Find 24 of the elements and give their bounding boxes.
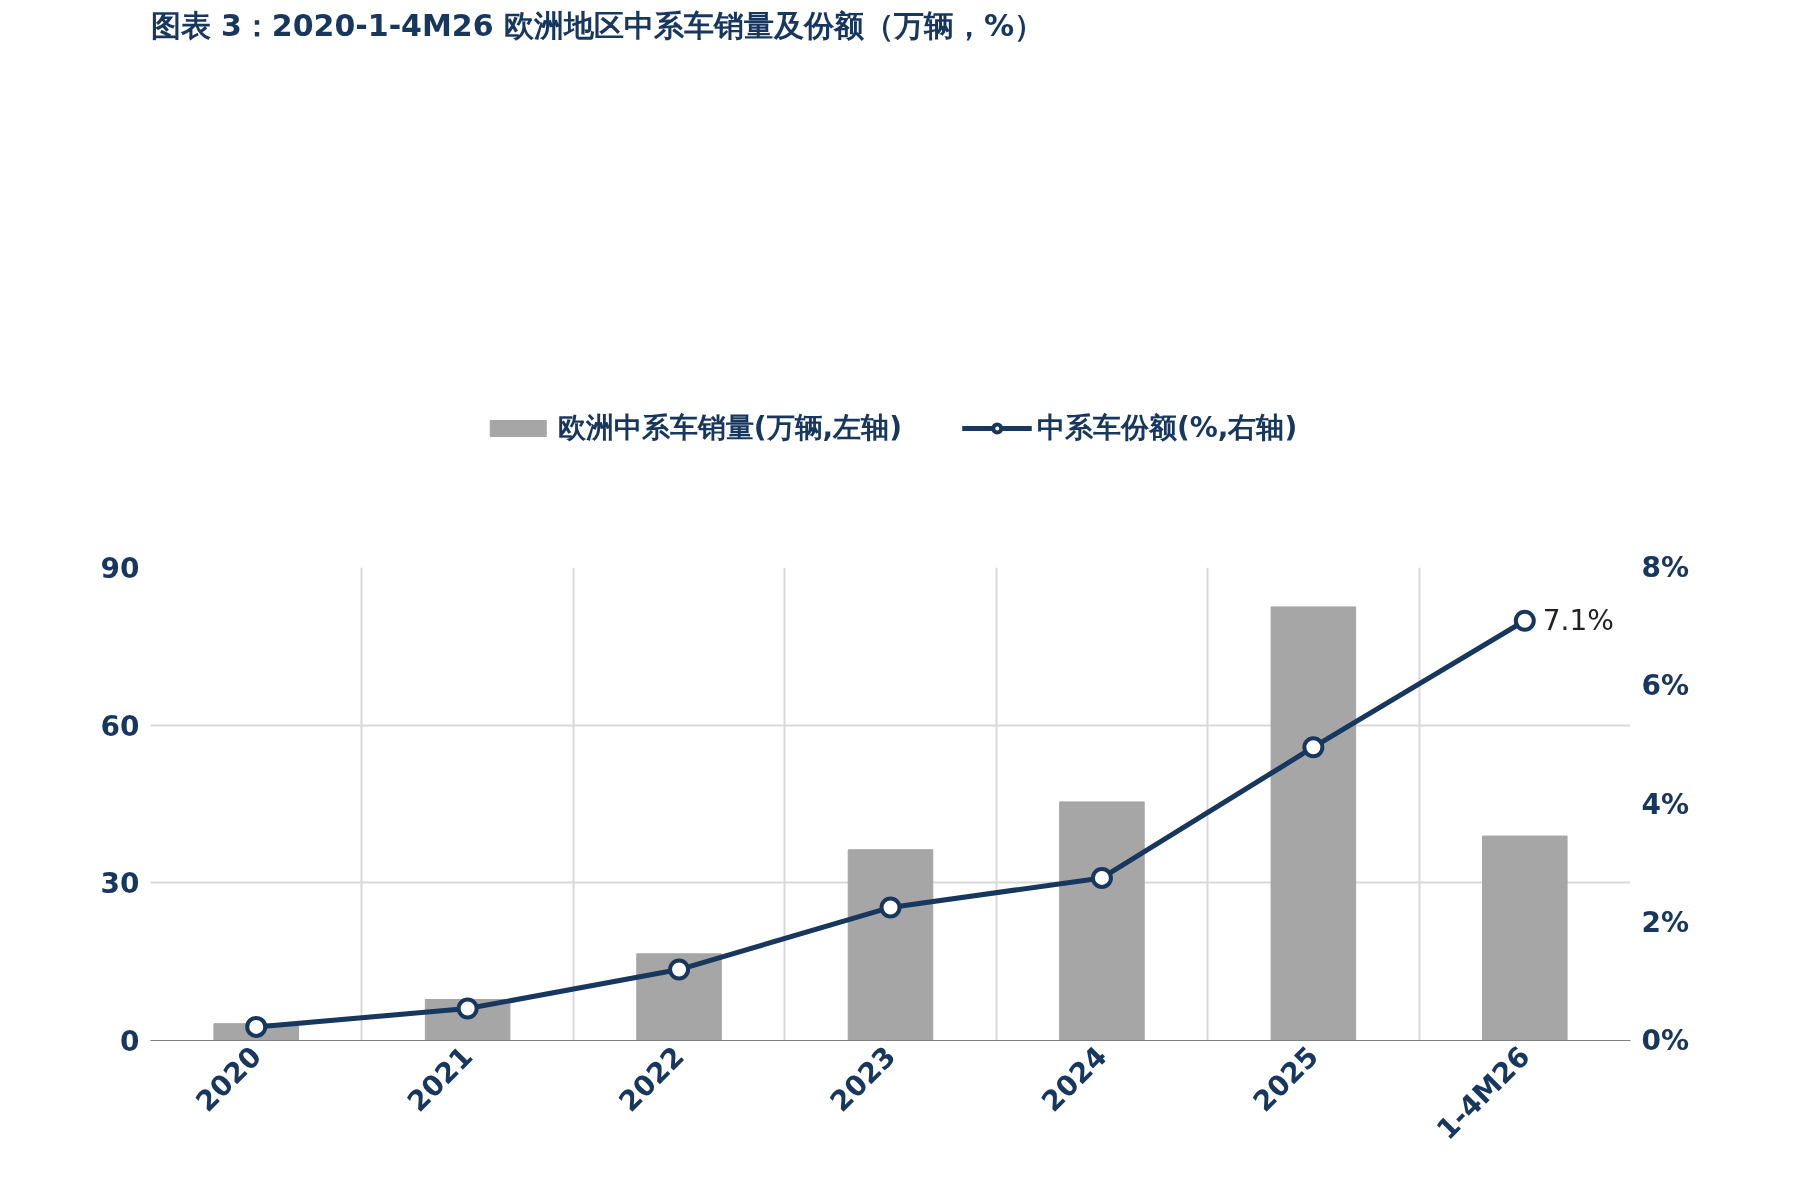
- bar: [636, 953, 722, 1041]
- legend-label: 欧洲中系车销量(万辆,左轴): [557, 409, 902, 446]
- y2-tick-label: 4%: [1641, 787, 1690, 821]
- bar: [1270, 606, 1357, 1041]
- y-tick-label: 30: [100, 867, 140, 901]
- y-tick-label: 60: [100, 709, 140, 743]
- y-tick-label: 90: [100, 552, 140, 585]
- y2-tick-label: 2%: [1641, 905, 1690, 939]
- point: [668, 958, 691, 981]
- legend-label: 中系车份额(%,右轴): [1036, 409, 1298, 446]
- y2-tick-label: 6%: [1641, 669, 1690, 703]
- y2-tick-label: 8%: [1641, 551, 1690, 584]
- point: [1513, 609, 1536, 632]
- point: [1302, 736, 1325, 759]
- point: [245, 1015, 268, 1038]
- chart-title: 图表 3：2020-1-4M26 欧洲地区中系车销量及份额（万辆，%）: [150, 7, 1045, 43]
- y-tick-label: 0: [120, 1025, 140, 1058]
- data-label: 7.1%: [1542, 604, 1614, 638]
- y2-tick-label: 0%: [1641, 1024, 1690, 1057]
- bar: [847, 849, 934, 1041]
- bar: [1059, 801, 1145, 1041]
- point: [879, 896, 902, 919]
- bar: [1482, 835, 1568, 1041]
- point: [1090, 866, 1113, 889]
